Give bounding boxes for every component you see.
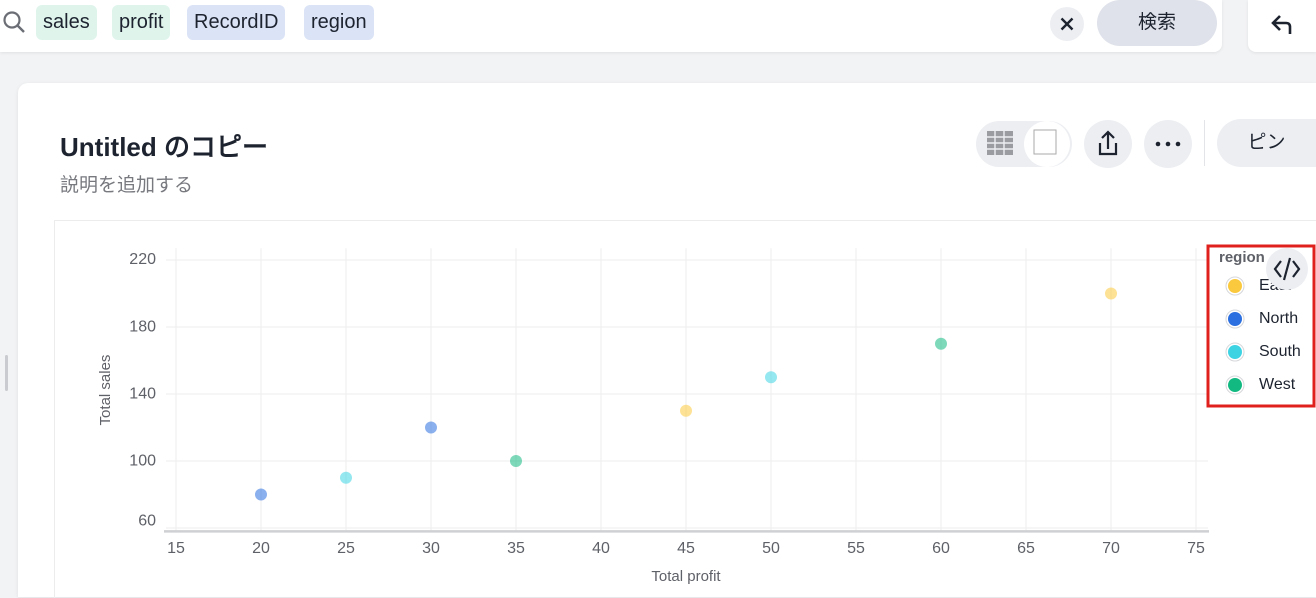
- chart-view-toggle[interactable]: [1024, 121, 1070, 167]
- x-tick-label: 25: [337, 540, 355, 557]
- scatter-point: [255, 488, 267, 501]
- x-tick-label: 30: [422, 540, 440, 557]
- resize-handle[interactable]: [5, 355, 8, 391]
- x-tick-label: 45: [677, 540, 695, 557]
- search-token[interactable]: profit: [112, 5, 171, 40]
- x-tick-label: 40: [592, 540, 610, 557]
- x-axis-label: Total profit: [651, 568, 721, 585]
- search-icon: [3, 11, 25, 33]
- legend-marker-fill: [1228, 312, 1242, 326]
- answer-description[interactable]: 説明を追加する: [60, 175, 194, 196]
- embed-icon: [1273, 257, 1301, 281]
- x-tick-label: 70: [1102, 540, 1120, 557]
- share-icon: [1098, 130, 1118, 156]
- x-tick-label: 50: [762, 540, 780, 557]
- legend-label[interactable]: North: [1259, 310, 1298, 327]
- chart-container: [54, 220, 1316, 598]
- back-icon: [1271, 15, 1292, 34]
- scatter-point: [1105, 287, 1117, 300]
- legend-marker-fill: [1228, 345, 1242, 359]
- x-tick-label: 35: [507, 540, 525, 557]
- legend-marker-fill: [1228, 279, 1242, 293]
- scatter-point: [935, 337, 947, 350]
- pin-button[interactable]: ピン: [1217, 119, 1316, 167]
- y-tick-label: 180: [129, 318, 156, 335]
- legend-label[interactable]: South: [1259, 343, 1301, 360]
- card: [18, 83, 1316, 597]
- toolbar: [976, 120, 1192, 168]
- y-tick-label: 220: [129, 251, 156, 268]
- search-token[interactable]: sales: [36, 5, 97, 40]
- scatter-point: [765, 371, 777, 384]
- legend-title: region: [1219, 249, 1265, 266]
- legend-highlight: [1206, 244, 1316, 408]
- divider: [1204, 120, 1205, 166]
- scatter-point: [510, 455, 522, 468]
- x-tick-label: 55: [847, 540, 865, 557]
- back-button[interactable]: [1248, 0, 1316, 52]
- broken-image-icon: [1033, 129, 1057, 155]
- clear-button[interactable]: [1049, 6, 1085, 42]
- x-tick-label: 65: [1017, 540, 1035, 557]
- search-token[interactable]: region: [304, 5, 374, 40]
- search-token[interactable]: RecordID: [187, 5, 286, 40]
- scatter-point: [425, 421, 437, 434]
- y-tick-label: 60: [138, 513, 156, 530]
- answer-title[interactable]: Untitled のコピー: [60, 132, 268, 162]
- x-tick-label: 20: [252, 540, 270, 557]
- x-tick-label: 15: [167, 540, 185, 557]
- legend-marker-fill: [1228, 378, 1242, 392]
- scatter-point: [680, 404, 692, 417]
- x-tick-label: 75: [1187, 540, 1205, 557]
- more-icon: [1155, 141, 1181, 147]
- search-button[interactable]: 検索: [1097, 0, 1217, 46]
- x-tick-label: 60: [932, 540, 950, 557]
- y-tick-label: 100: [129, 452, 156, 469]
- y-axis-label: Total sales: [97, 355, 114, 426]
- table-icon[interactable]: [987, 131, 1013, 155]
- scatter-point: [340, 471, 352, 484]
- search-bar[interactable]: sales profit RecordID region 検索: [0, 0, 1222, 52]
- y-tick-label: 140: [129, 385, 156, 402]
- legend-label[interactable]: West: [1259, 376, 1296, 393]
